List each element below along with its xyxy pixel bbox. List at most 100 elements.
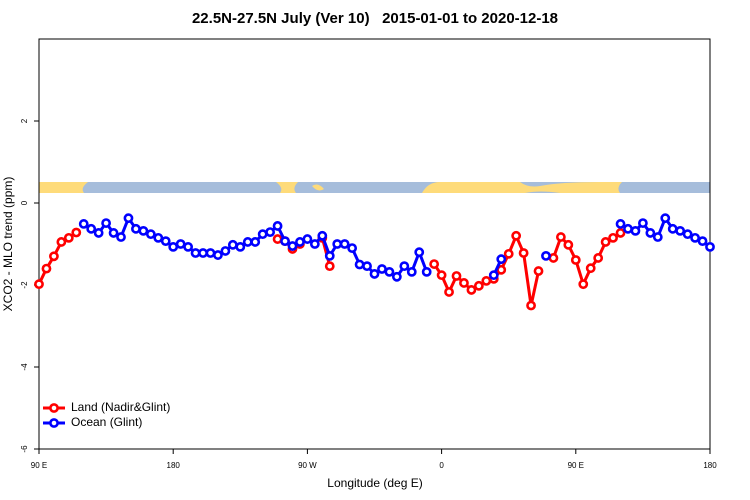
data-point (623, 223, 633, 234)
data-point (459, 278, 469, 288)
data-point (317, 230, 328, 241)
data-point (466, 285, 477, 295)
data-point (272, 221, 283, 231)
data-point (324, 250, 335, 261)
data-point (160, 236, 171, 247)
data-point (429, 259, 440, 269)
data-point (444, 287, 454, 297)
legend-label: Ocean (Glint) (71, 415, 142, 429)
data-point (213, 250, 223, 260)
data-point (391, 271, 402, 282)
data-point (526, 300, 536, 311)
data-point (600, 237, 611, 247)
data-point (153, 232, 164, 243)
x-tick-label: 0 (439, 461, 444, 470)
data-point (138, 225, 149, 236)
data-point (585, 263, 596, 274)
data-point (324, 261, 335, 272)
data-point (93, 228, 104, 238)
data-point (481, 275, 492, 286)
data-point (473, 280, 484, 291)
data-point (116, 232, 126, 242)
data-point (362, 261, 372, 272)
data-point (41, 263, 52, 274)
data-point (377, 264, 387, 274)
y-tick-label: 0 (20, 200, 29, 205)
data-point (615, 219, 626, 229)
x-tick-label: 90 W (298, 461, 317, 470)
x-tick-label: 90 E (568, 461, 584, 470)
data-point (615, 228, 626, 238)
y-tick-label: -6 (20, 445, 29, 453)
data-point (175, 239, 186, 249)
land-patch (422, 182, 622, 193)
legend-label: Land (Nadir&Glint) (71, 400, 170, 414)
data-point (339, 239, 350, 249)
data-point (518, 248, 529, 258)
data-point (555, 232, 566, 242)
y-tick-label: -4 (20, 363, 29, 371)
data-point (533, 266, 544, 276)
data-point (71, 227, 82, 238)
data-point (682, 229, 693, 240)
chart-title: 22.5N-27.5N July (Ver 10) 2015-01-01 to … (192, 10, 558, 27)
legend-marker (49, 403, 59, 413)
data-point (421, 266, 432, 277)
y-tick-label: 2 (20, 118, 29, 123)
data-point (250, 237, 261, 247)
data-point (56, 237, 67, 247)
data-point (645, 228, 656, 238)
land-patch (39, 182, 88, 193)
data-point (511, 230, 522, 241)
legend: Land (Nadir&Glint)Ocean (Glint) (43, 400, 170, 429)
data-point (451, 271, 462, 281)
data-point (630, 225, 641, 236)
x-tick-label: 180 (703, 461, 717, 470)
x-tick-label: 90 E (31, 461, 47, 470)
data-point (272, 234, 283, 244)
data-point (34, 279, 44, 290)
data-point (332, 239, 343, 249)
data-point (287, 241, 298, 251)
data-point (123, 213, 134, 224)
data-point (414, 247, 425, 258)
data-point (541, 250, 551, 261)
data-point (660, 213, 671, 224)
ocean-strip (39, 182, 710, 193)
data-point (570, 255, 581, 265)
land-patch (276, 182, 298, 193)
land-patch (312, 184, 324, 191)
land-mask (39, 182, 710, 193)
data-point (608, 232, 618, 243)
data-point (190, 248, 201, 258)
y-tick-label: -2 (20, 281, 29, 289)
data-point (705, 241, 715, 252)
data-point (205, 248, 216, 258)
data-point (369, 269, 380, 279)
data-point (399, 261, 410, 272)
x-axis-label: Longitude (deg E) (327, 476, 422, 490)
data-point (235, 241, 246, 252)
data-point (108, 228, 119, 238)
data-point (49, 251, 59, 262)
data-point (496, 254, 507, 265)
data-point (697, 236, 708, 247)
data-point (168, 241, 179, 252)
data-point (548, 253, 559, 263)
x-tick-label: 180 (167, 461, 181, 470)
data-point (638, 218, 648, 228)
data-point (242, 237, 253, 247)
data-point (63, 232, 74, 243)
data-point (265, 227, 276, 238)
data-point (309, 239, 320, 249)
data-point (652, 232, 663, 242)
data-point (675, 225, 686, 236)
legend-marker (49, 418, 59, 428)
data-point (183, 241, 194, 252)
data-point (503, 248, 514, 259)
y-axis-label: XCO2 - MLO trend (ppm) (1, 177, 15, 312)
data-point (406, 266, 417, 277)
